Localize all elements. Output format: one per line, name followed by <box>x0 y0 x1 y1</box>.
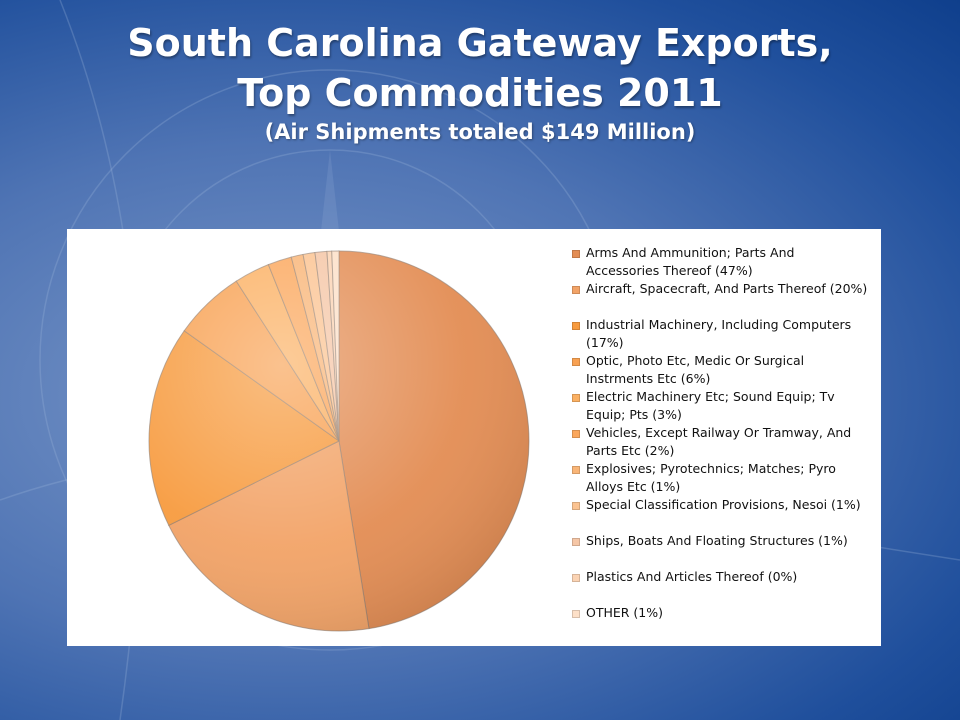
legend-swatch <box>572 574 580 582</box>
chart-panel: Arms And Ammunition; Parts And Accessori… <box>67 229 881 646</box>
legend-item: Vehicles, Except Railway Or Tramway, And… <box>572 424 872 460</box>
legend-label: Vehicles, Except Railway Or Tramway, And… <box>586 425 852 458</box>
legend-item: Aircraft, Spacecraft, And Parts Thereof … <box>572 280 872 316</box>
legend-item: Industrial Machinery, Including Computer… <box>572 316 872 352</box>
legend-item: Explosives; Pyrotechnics; Matches; Pyro … <box>572 460 872 496</box>
legend-swatch <box>572 322 580 330</box>
pie-slices <box>148 250 530 632</box>
legend-swatch <box>572 250 580 258</box>
slide-title-line-2: Top Commodities 2011 <box>237 71 723 115</box>
slide-subtitle: (Air Shipments totaled $149 Million) <box>264 120 696 144</box>
legend-swatch <box>572 394 580 402</box>
legend-item: Ships, Boats And Floating Structures (1%… <box>572 532 872 568</box>
legend-label: Arms And Ammunition; Parts And Accessori… <box>586 245 795 278</box>
legend-label: Ships, Boats And Floating Structures (1%… <box>586 533 848 548</box>
legend-label: Explosives; Pyrotechnics; Matches; Pyro … <box>586 461 836 494</box>
legend-item: Optic, Photo Etc, Medic Or Surgical Inst… <box>572 352 872 388</box>
legend-label: Industrial Machinery, Including Computer… <box>586 317 852 350</box>
legend-label: Special Classification Provisions, Nesoi… <box>586 497 861 512</box>
legend-swatch <box>572 358 580 366</box>
slide-title-line-1: South Carolina Gateway Exports, <box>127 21 833 65</box>
pie-chart <box>148 250 530 632</box>
legend-swatch <box>572 610 580 618</box>
chart-legend: Arms And Ammunition; Parts And Accessori… <box>572 244 872 640</box>
legend-label: Plastics And Articles Thereof (0%) <box>586 569 798 584</box>
legend-label: OTHER (1%) <box>586 605 664 620</box>
legend-item: Plastics And Articles Thereof (0%) <box>572 568 872 604</box>
legend-label: Optic, Photo Etc, Medic Or Surgical Inst… <box>586 353 805 386</box>
legend-swatch <box>572 430 580 438</box>
legend-swatch <box>572 538 580 546</box>
legend-label: Aircraft, Spacecraft, And Parts Thereof … <box>586 281 868 296</box>
legend-item: OTHER (1%) <box>572 604 872 640</box>
legend-label: Electric Machinery Etc; Sound Equip; Tv … <box>586 389 835 422</box>
slide-title-block: South Carolina Gateway Exports, Top Comm… <box>0 18 960 146</box>
legend-swatch <box>572 502 580 510</box>
legend-item: Special Classification Provisions, Nesoi… <box>572 496 872 532</box>
legend-swatch <box>572 466 580 474</box>
legend-item: Arms And Ammunition; Parts And Accessori… <box>572 244 872 280</box>
legend-item: Electric Machinery Etc; Sound Equip; Tv … <box>572 388 872 424</box>
legend-swatch <box>572 286 580 294</box>
pie-slice-1 <box>338 250 530 630</box>
